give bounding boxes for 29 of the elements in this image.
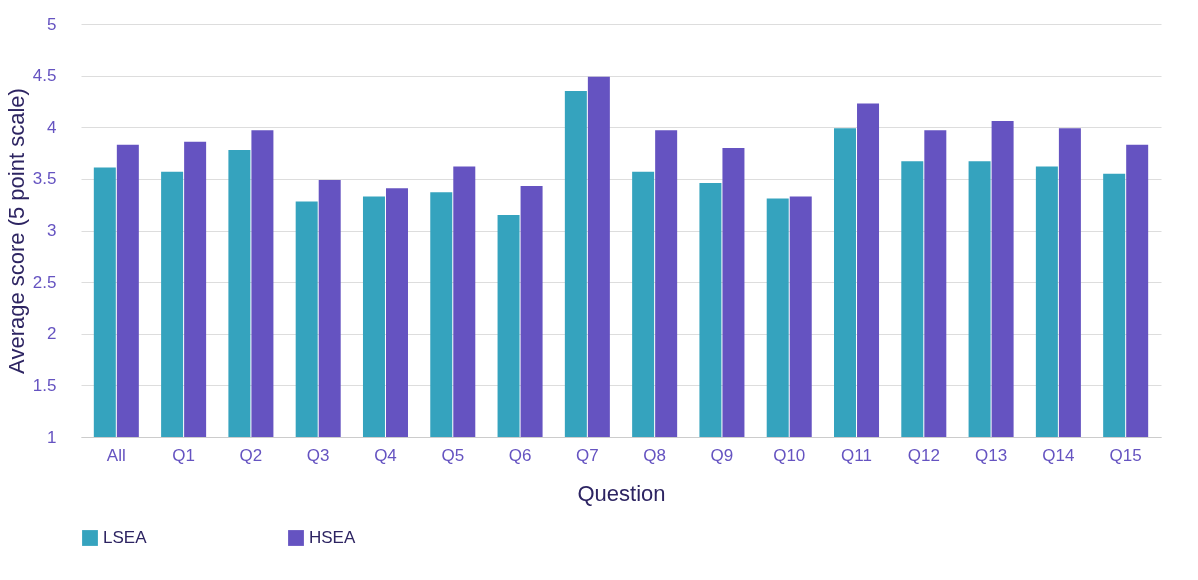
y-tick-label: 1.5	[32, 375, 57, 395]
x-tick-label: Q9	[710, 445, 734, 465]
x-tick-label: Q13	[975, 445, 1008, 465]
x-tick-label: Q15	[1109, 445, 1142, 465]
x-tick-label: Q12	[907, 445, 940, 465]
y-tick-label: 4.5	[32, 66, 57, 86]
x-tick-label: Q5	[441, 445, 465, 465]
x-tick-label: Q11	[841, 445, 872, 465]
y-tick-label: 1	[47, 427, 57, 447]
y-tick-label: 2	[47, 324, 57, 344]
legend-label: HSEA	[309, 528, 356, 547]
x-tick-label: Q14	[1042, 445, 1075, 465]
y-tick-label: 2.5	[32, 272, 57, 292]
x-tick-label: All	[106, 445, 126, 465]
x-tick-label: Q8	[643, 445, 666, 465]
x-tick-label: Q2	[239, 445, 263, 465]
y-tick-label: 4	[47, 117, 57, 137]
y-axis-title: Average score (5 point scale)	[3, 88, 29, 374]
y-tick-label: 3	[47, 221, 57, 240]
x-axis-title: Question	[577, 480, 666, 506]
x-tick-label: Q10	[773, 445, 806, 465]
x-tick-label: Q3	[306, 445, 330, 465]
x-tick-label: Q6	[508, 445, 532, 465]
x-tick-label: Q7	[576, 445, 599, 465]
y-tick-label: 3.5	[32, 169, 57, 189]
x-tick-label: Q4	[374, 445, 397, 465]
x-tick-label: Q1	[172, 445, 195, 465]
legend-label: LSEA	[103, 528, 148, 547]
y-tick-label: 5	[47, 14, 57, 34]
